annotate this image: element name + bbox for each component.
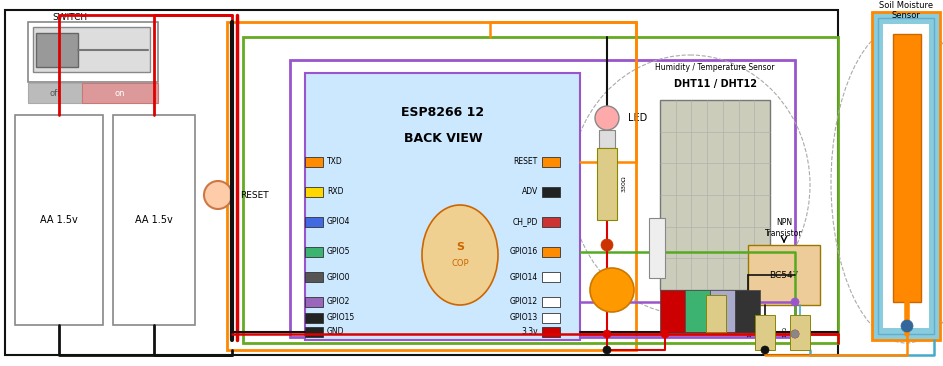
Text: TXD: TXD <box>327 157 342 167</box>
Bar <box>305 313 323 323</box>
Text: ADV: ADV <box>521 187 538 197</box>
Bar <box>748 245 820 305</box>
Text: NULL: NULL <box>720 304 725 318</box>
Bar <box>542 187 560 197</box>
Text: GPIO2: GPIO2 <box>327 298 351 306</box>
Text: AA 1.5v: AA 1.5v <box>41 215 78 225</box>
Text: GPIO16: GPIO16 <box>510 247 538 257</box>
Circle shape <box>791 330 799 338</box>
Bar <box>542 217 560 227</box>
Text: NPN
Transistor: NPN Transistor <box>765 218 802 238</box>
Bar <box>685 290 710 332</box>
Text: DATA: DATA <box>695 304 700 318</box>
Bar <box>710 290 735 332</box>
Bar <box>33 27 150 72</box>
Text: Soil Moisture: Soil Moisture <box>879 1 933 11</box>
Text: 330Ω: 330Ω <box>621 176 626 192</box>
Text: BACK VIEW: BACK VIEW <box>404 131 482 145</box>
Bar <box>36 33 78 67</box>
Bar <box>542 247 560 257</box>
Text: BC547: BC547 <box>769 270 799 280</box>
Text: GPIO15: GPIO15 <box>327 314 356 322</box>
Bar <box>305 157 323 167</box>
Bar <box>790 315 810 350</box>
Text: GND: GND <box>745 305 750 317</box>
Text: Sensor: Sensor <box>891 11 920 20</box>
Bar <box>5 10 838 355</box>
Circle shape <box>595 106 619 130</box>
Circle shape <box>601 239 613 251</box>
Bar <box>227 22 636 350</box>
Text: GPIO5: GPIO5 <box>327 247 351 257</box>
Bar <box>597 148 617 220</box>
Bar <box>542 157 560 167</box>
Bar <box>305 247 323 257</box>
Text: RESET: RESET <box>514 157 538 167</box>
Bar <box>113 115 195 325</box>
Bar <box>28 22 158 82</box>
Text: S: S <box>456 242 464 252</box>
Bar <box>893 34 921 302</box>
Circle shape <box>204 181 232 209</box>
Text: GPIO4: GPIO4 <box>327 217 351 227</box>
Text: SWITCH: SWITCH <box>52 14 87 22</box>
Bar <box>305 217 323 227</box>
Bar <box>872 12 940 340</box>
Circle shape <box>603 346 611 354</box>
Bar <box>290 60 795 337</box>
Circle shape <box>791 298 799 306</box>
Text: GPIO12: GPIO12 <box>510 298 538 306</box>
Circle shape <box>761 346 769 354</box>
Bar <box>660 290 685 332</box>
Text: off: off <box>49 89 60 97</box>
Text: RESET: RESET <box>240 190 269 199</box>
Bar <box>542 272 560 282</box>
Bar <box>883 24 929 328</box>
Bar <box>305 187 323 197</box>
Text: 100mf: 100mf <box>603 288 621 292</box>
Bar <box>660 100 770 290</box>
Ellipse shape <box>422 205 498 305</box>
Text: ESP8266 12: ESP8266 12 <box>402 105 485 119</box>
Circle shape <box>901 320 913 332</box>
Text: 1kΩ: 1kΩ <box>748 326 753 337</box>
Circle shape <box>661 330 669 338</box>
Bar <box>82 83 158 103</box>
Text: DHT11 / DHT12: DHT11 / DHT12 <box>673 79 756 89</box>
Bar <box>28 83 82 103</box>
Text: AA 1.5v: AA 1.5v <box>135 215 173 225</box>
Bar <box>305 73 580 340</box>
Bar <box>755 315 775 350</box>
Bar <box>878 18 934 334</box>
Bar <box>542 327 560 337</box>
Text: RXD: RXD <box>327 187 343 197</box>
Text: LED: LED <box>628 113 647 123</box>
Bar <box>542 313 560 323</box>
Circle shape <box>791 330 799 338</box>
Text: GPIO0: GPIO0 <box>327 273 351 281</box>
Bar <box>305 297 323 307</box>
Text: VDD: VDD <box>670 305 675 317</box>
Text: COP: COP <box>451 258 469 268</box>
Text: Humidity / Temperature Sensor: Humidity / Temperature Sensor <box>655 63 775 72</box>
Bar <box>243 37 838 343</box>
Text: GPIO14: GPIO14 <box>510 273 538 281</box>
Bar <box>305 272 323 282</box>
Bar <box>706 295 726 332</box>
Text: GND: GND <box>327 328 344 336</box>
Circle shape <box>590 268 634 312</box>
Text: GPIO13: GPIO13 <box>510 314 538 322</box>
Text: 1kΩ: 1kΩ <box>783 326 787 337</box>
Bar <box>599 130 615 148</box>
Bar <box>542 297 560 307</box>
Bar <box>305 327 323 337</box>
Text: CH_PD: CH_PD <box>513 217 538 227</box>
Bar <box>15 115 103 325</box>
Bar <box>735 290 760 332</box>
Circle shape <box>603 330 611 338</box>
Text: on: on <box>115 89 125 97</box>
Text: 100μf: 100μf <box>668 239 672 257</box>
Text: 3.3v: 3.3v <box>521 328 538 336</box>
Bar <box>649 218 665 278</box>
